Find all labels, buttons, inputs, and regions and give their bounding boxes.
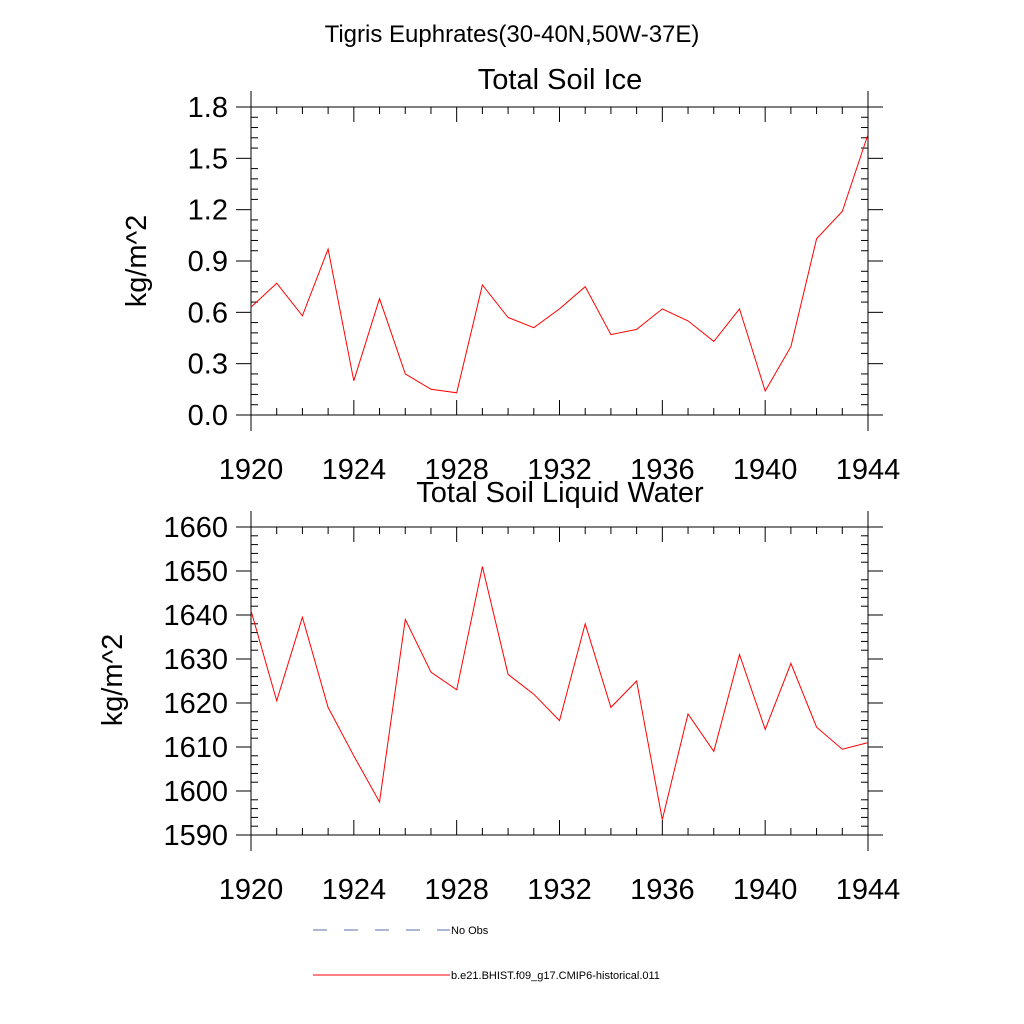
y-tick-label: 1590 — [163, 820, 228, 852]
y-tick-label: 0.0 — [188, 400, 228, 432]
x-tick-label: 1940 — [733, 874, 798, 906]
series-group — [250, 134, 869, 394]
series-group — [250, 566, 869, 820]
x-tick-label: 1928 — [424, 874, 489, 906]
y-tick-label: 1.2 — [188, 195, 228, 227]
x-tick-label: 1936 — [630, 874, 695, 906]
x-tick-label: 1944 — [836, 454, 901, 486]
y-tick-label: 1630 — [163, 644, 228, 676]
legend-label-historical: b.e21.BHIST.f09_g17.CMIP6-historical.011 — [451, 970, 660, 982]
x-tick-label: 1920 — [219, 454, 284, 486]
x-tick-label: 1932 — [527, 454, 592, 486]
y-tick-label: 1640 — [163, 600, 228, 632]
series-line — [250, 566, 869, 820]
x-tick-label: 1924 — [322, 454, 387, 486]
chart-panel-soil-ice: Total Soil Ice kg/m^2 1920 1924 1928 1932 19… — [121, 64, 900, 486]
y-tick-label: 1650 — [163, 556, 228, 588]
page-title: Tigris Euphrates(30-40N,50W-37E) — [325, 21, 700, 48]
y-axis-label: kg/m^2 — [121, 215, 153, 308]
y-tick-label: 1610 — [163, 732, 228, 764]
x-tick-label: 1940 — [733, 454, 798, 486]
plot-frame — [250, 526, 869, 836]
y-tick-label: 0.3 — [188, 349, 228, 381]
y-tick-label: 1660 — [163, 512, 228, 544]
series-line — [250, 134, 869, 394]
axis-ticks: 1920 1924 1928 1932 1936 1940 1944 1590 1600 1610… — [163, 511, 900, 906]
y-tick-label: 0.9 — [188, 246, 228, 278]
x-tick-label: 1936 — [630, 454, 695, 486]
x-tick-label: 1944 — [836, 874, 901, 906]
chart-title: Total Soil Ice — [478, 64, 642, 96]
chart-title: Total Soil Liquid Water — [416, 477, 704, 509]
legend-label-no-obs: No Obs — [451, 925, 489, 937]
x-tick-label: 1932 — [527, 874, 592, 906]
y-tick-label: 1620 — [163, 688, 228, 720]
y-tick-label: 1600 — [163, 776, 228, 808]
y-axis-label: kg/m^2 — [97, 634, 129, 727]
axis-ticks: 1920 1924 1928 1932 1936 1940 1944 0.0 0.3 0.6 0.9… — [188, 91, 901, 486]
x-tick-label: 1920 — [219, 874, 284, 906]
x-tick-label: 1924 — [322, 874, 387, 906]
x-tick-label: 1928 — [424, 454, 489, 486]
legend: No Obs b.e21.BHIST.f09_g17.CMIP6-histori… — [313, 925, 660, 982]
plot-frame — [250, 106, 869, 416]
y-tick-label: 0.6 — [188, 297, 228, 329]
y-tick-label: 1.5 — [188, 143, 228, 175]
y-tick-label: 1.8 — [188, 92, 228, 124]
chart-panel-soil-liquid-water: Total Soil Liquid Water kg/m^2 1920 1924 1… — [97, 477, 900, 906]
